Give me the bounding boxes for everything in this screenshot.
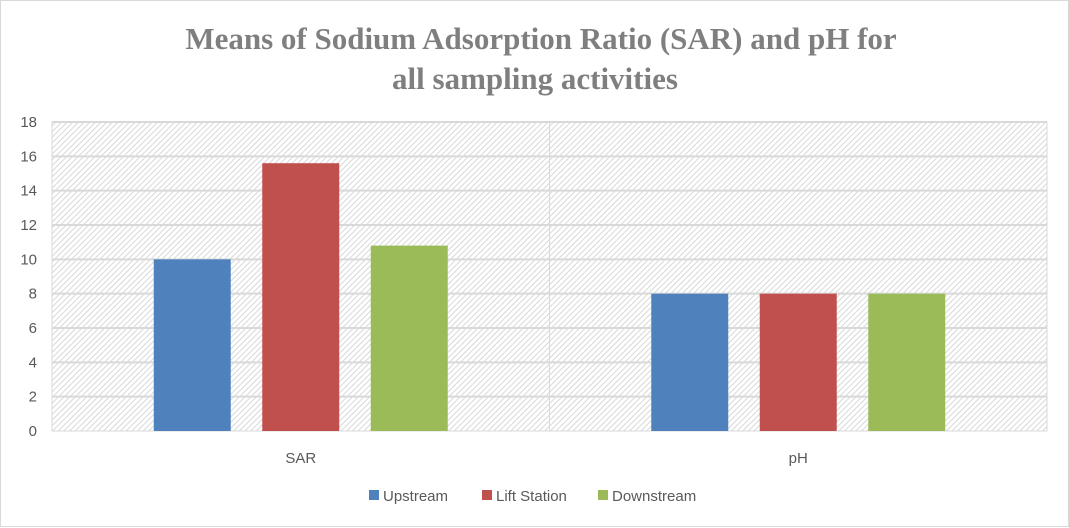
bar-upstream-sar (153, 259, 231, 431)
legend-swatch (598, 490, 608, 500)
x-tick-label: pH (789, 450, 808, 467)
legend-label: Upstream (383, 488, 448, 505)
y-tick-label: 10 (20, 251, 37, 268)
y-tick-label: 14 (20, 183, 37, 200)
y-tick-label: 16 (20, 148, 37, 165)
y-tick-label: 8 (29, 286, 37, 303)
chart-title-line-2: all sampling activities (392, 61, 678, 96)
y-tick-label: 2 (29, 389, 37, 406)
y-tick-label: 12 (20, 217, 37, 234)
x-tick-label: SAR (285, 450, 316, 467)
chart-title-line-1: Means of Sodium Adsorption Ratio (SAR) a… (185, 21, 897, 56)
legend-swatch (369, 490, 379, 500)
legend-label: Lift Station (496, 488, 567, 505)
y-tick-label: 4 (29, 354, 37, 371)
y-tick-label: 6 (29, 320, 37, 337)
bar-upstream-ph (651, 293, 729, 431)
y-tick-label: 0 (29, 423, 37, 440)
legend-label: Downstream (612, 488, 696, 505)
y-tick-label: 18 (20, 114, 37, 131)
bar-lift-station-sar (262, 163, 340, 431)
bar-lift-station-ph (759, 293, 837, 431)
bar-downstream-ph (868, 293, 946, 431)
legend-swatch (482, 490, 492, 500)
bar-downstream-sar (370, 245, 448, 431)
